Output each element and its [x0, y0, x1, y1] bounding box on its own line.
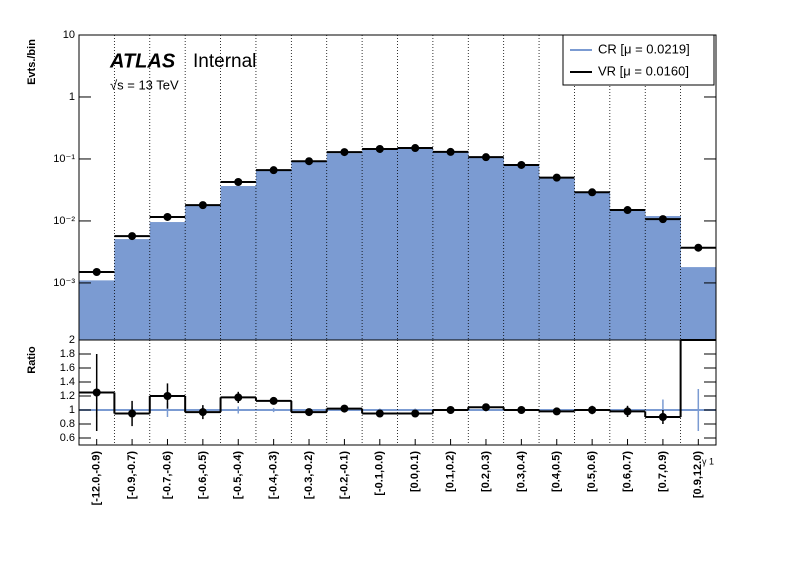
y-tick-label: 1: [69, 404, 75, 416]
data-point: [623, 407, 632, 416]
data-point: [305, 157, 314, 166]
y-tick-label: 10⁻²: [53, 215, 75, 227]
atlas-label: ATLAS: [109, 50, 176, 72]
x-tick-label: [-0.2,-0.1): [338, 451, 350, 500]
data-point: [92, 388, 101, 397]
bar: [326, 153, 363, 340]
bar: [114, 239, 151, 340]
data-point: [375, 409, 384, 418]
data-point: [340, 148, 349, 157]
x-tick-label: [-0.7,-0.6): [161, 451, 173, 500]
data-point: [588, 188, 597, 197]
bar: [397, 148, 434, 340]
bar: [220, 186, 257, 340]
data-point: [128, 232, 137, 241]
bar: [185, 205, 221, 340]
bar: [645, 216, 681, 340]
x-tick-label: [-0.4,-0.3): [268, 451, 280, 500]
data-point: [234, 177, 243, 186]
data-point: [552, 173, 561, 182]
bar: [574, 192, 611, 340]
data-point: [658, 215, 667, 224]
legend-label: CR [μ = 0.0219]: [598, 41, 690, 56]
bar: [609, 210, 646, 340]
data-point: [481, 403, 490, 412]
bar: [503, 164, 540, 340]
data-point: [163, 212, 172, 221]
x-tick-label: [0.1,0.2): [444, 451, 456, 492]
data-point: [198, 408, 207, 417]
data-point: [517, 406, 526, 414]
data-point: [552, 407, 561, 416]
data-point: [411, 144, 420, 153]
bar: [539, 178, 575, 340]
energy-label: √s = 13 TeV: [110, 77, 179, 92]
x-tick-label: [0.2,0.3): [480, 451, 492, 492]
data-point: [658, 413, 667, 421]
y-tick-label: 0.8: [60, 418, 75, 430]
y-tick-label: 10: [63, 29, 75, 41]
y-tick-label: 1.8: [60, 348, 75, 360]
x-tick-label: [0.5,0.6): [586, 451, 598, 492]
bar: [432, 151, 469, 340]
data-point: [411, 409, 420, 418]
y-tick-label: 10⁻¹: [53, 153, 75, 165]
plot-frame: [78, 339, 717, 446]
data-point: [446, 406, 455, 414]
x-tick-label: [-0.9,-0.7): [126, 451, 138, 500]
legend-box: [562, 34, 715, 86]
data-point: [163, 392, 172, 400]
data-point: [305, 408, 314, 417]
data-point: [481, 153, 490, 162]
x-tick-label: [-12.0,-0.9): [91, 451, 103, 506]
bar: [255, 170, 292, 340]
x-tick-label: [0.6,0.7): [621, 451, 633, 492]
data-point: [623, 206, 632, 215]
x-tick-label: [0.3,0.4): [515, 451, 527, 492]
x-tick-label: [0.7,0.9): [657, 451, 669, 492]
data-point: [198, 201, 207, 210]
data-point: [446, 147, 455, 156]
y-tick-label: 1.4: [60, 376, 75, 388]
y-tick-label: 10⁻³: [53, 277, 75, 289]
data-point: [694, 243, 703, 252]
bar: [291, 161, 328, 340]
y-axis-label: Evts./bin: [26, 39, 38, 85]
y-tick-label: 1: [69, 91, 75, 103]
bar: [149, 222, 186, 340]
internal-label: Internal: [193, 51, 256, 72]
y-tick-label: 0.6: [60, 432, 75, 444]
x-tick-label: [-0.1,0.0): [374, 451, 386, 496]
y-tick-label: 1.2: [60, 390, 75, 402]
x-tick-label: [0.4,0.5): [551, 451, 563, 492]
bar: [468, 157, 504, 340]
data-point: [234, 393, 243, 402]
ratio-axis-label: Ratio: [26, 346, 38, 374]
legend-label: VR [μ = 0.0160]: [598, 63, 689, 78]
bar: [362, 148, 398, 340]
x-tick-label: [-0.3,-0.2): [303, 451, 315, 500]
data-point: [588, 406, 597, 414]
data-point: [128, 409, 137, 418]
bar: [79, 280, 115, 340]
data-point: [517, 160, 526, 169]
y-tick-label: 2: [69, 334, 75, 346]
y-tick-label: 1.6: [60, 362, 75, 374]
data-point: [269, 166, 278, 175]
x-axis-label: γ 1: [702, 456, 714, 466]
data-point: [340, 404, 349, 413]
data-point: [92, 268, 101, 277]
data-point: [269, 396, 278, 405]
bar: [680, 267, 717, 340]
x-tick-label: [-0.5,-0.4): [232, 451, 244, 500]
data-point: [375, 144, 384, 153]
x-tick-label: [0.9,12.0): [692, 451, 704, 498]
x-tick-label: [0.0,0.1): [409, 451, 421, 492]
x-tick-label: [-0.6,-0.5): [197, 451, 209, 500]
